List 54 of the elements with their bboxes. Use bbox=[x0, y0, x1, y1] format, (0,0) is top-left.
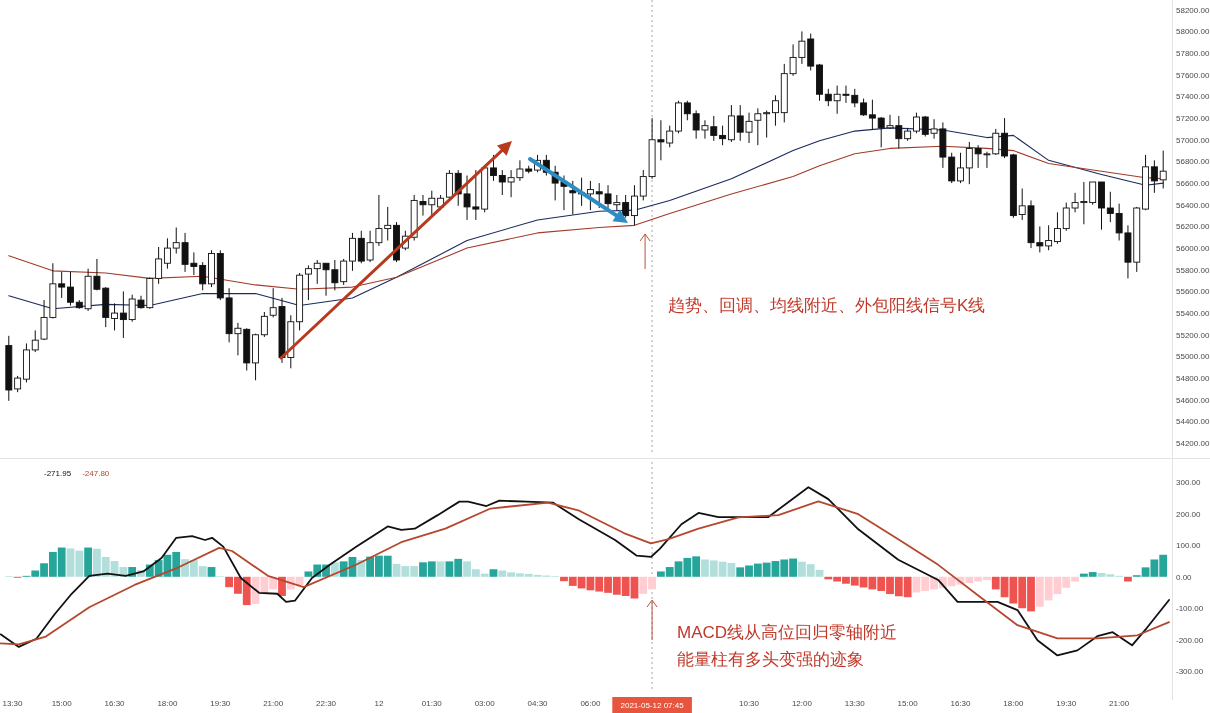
y-tick-label: 100.00 bbox=[1176, 541, 1202, 551]
y-tick-label: 55800.00 bbox=[1176, 265, 1210, 275]
x-tick-label: 06:00 bbox=[580, 699, 601, 708]
y-tick-label: -100.00 bbox=[1176, 604, 1204, 614]
x-tick-label: 13:30 bbox=[844, 699, 866, 708]
y-tick-label: 56800.00 bbox=[1176, 157, 1210, 167]
x-tick-label: 01:30 bbox=[421, 699, 443, 708]
text: -271.95 bbox=[44, 469, 72, 478]
y-tick-label: 58000.00 bbox=[1176, 27, 1210, 37]
ref-line-label: 2021-05-12 07:45 bbox=[620, 701, 685, 710]
y-tick-label: 57200.00 bbox=[1176, 114, 1210, 124]
y-tick-label: 55000.00 bbox=[1176, 352, 1210, 362]
x-tick-label: 18:00 bbox=[1003, 699, 1024, 708]
annotation: 能量柱有多头变强的迹象 bbox=[677, 650, 865, 670]
x-tick-label: 22:30 bbox=[316, 699, 337, 708]
y-tick-label: 54600.00 bbox=[1176, 395, 1210, 405]
y-tick-label: 0.00 bbox=[1176, 572, 1193, 582]
y-tick-label: 55600.00 bbox=[1176, 287, 1210, 297]
x-tick-label: 03:00 bbox=[474, 699, 496, 708]
annotation: MACD线从高位回归零轴附近 bbox=[677, 623, 898, 643]
y-tick-label: 57800.00 bbox=[1176, 49, 1210, 59]
x-tick-label: 18:00 bbox=[157, 699, 178, 708]
y-tick-label: -300.00 bbox=[1176, 667, 1204, 677]
x-tick-label: 04:30 bbox=[527, 699, 549, 708]
x-tick-label: 19:30 bbox=[1056, 699, 1077, 708]
y-tick-label: -200.00 bbox=[1176, 635, 1204, 645]
y-tick-label: 54400.00 bbox=[1176, 417, 1210, 427]
x-tick-label: 12 bbox=[374, 699, 384, 708]
y-tick-label: 56200.00 bbox=[1176, 222, 1210, 232]
annotation: 趋势、回调、均线附近、外包阳线信号K线 bbox=[668, 296, 986, 315]
y-tick-label: 57000.00 bbox=[1176, 135, 1210, 145]
y-tick-label: 58200.00 bbox=[1176, 5, 1210, 15]
x-tick-label: 21:00 bbox=[263, 699, 284, 708]
x-tick-label: 12:00 bbox=[791, 699, 813, 708]
y-tick-label: 200.00 bbox=[1176, 509, 1202, 519]
y-tick-label: 57600.00 bbox=[1176, 70, 1210, 80]
y-tick-label: 57400.00 bbox=[1176, 92, 1210, 102]
x-tick-label: 21:00 bbox=[1109, 699, 1130, 708]
x-tick-label: 15:00 bbox=[897, 699, 919, 708]
x-tick-label: 16:30 bbox=[950, 699, 972, 708]
y-tick-label: 56600.00 bbox=[1176, 179, 1210, 189]
x-tick-label: 19:30 bbox=[210, 699, 231, 708]
y-tick-label: 55200.00 bbox=[1176, 330, 1210, 340]
y-tick-label: 55400.00 bbox=[1176, 309, 1210, 319]
y-tick-label: 56400.00 bbox=[1176, 200, 1210, 210]
x-tick-label: 16:30 bbox=[104, 699, 126, 708]
text: -247.80 bbox=[82, 469, 110, 478]
x-tick-label: 13:30 bbox=[2, 699, 24, 708]
y-tick-label: 54200.00 bbox=[1176, 439, 1210, 449]
x-tick-label: 15:00 bbox=[51, 699, 73, 708]
y-tick-label: 54800.00 bbox=[1176, 374, 1210, 384]
x-tick-label: 10:30 bbox=[739, 699, 760, 708]
y-tick-label: 300.00 bbox=[1176, 478, 1202, 488]
y-tick-label: 56000.00 bbox=[1176, 244, 1210, 254]
